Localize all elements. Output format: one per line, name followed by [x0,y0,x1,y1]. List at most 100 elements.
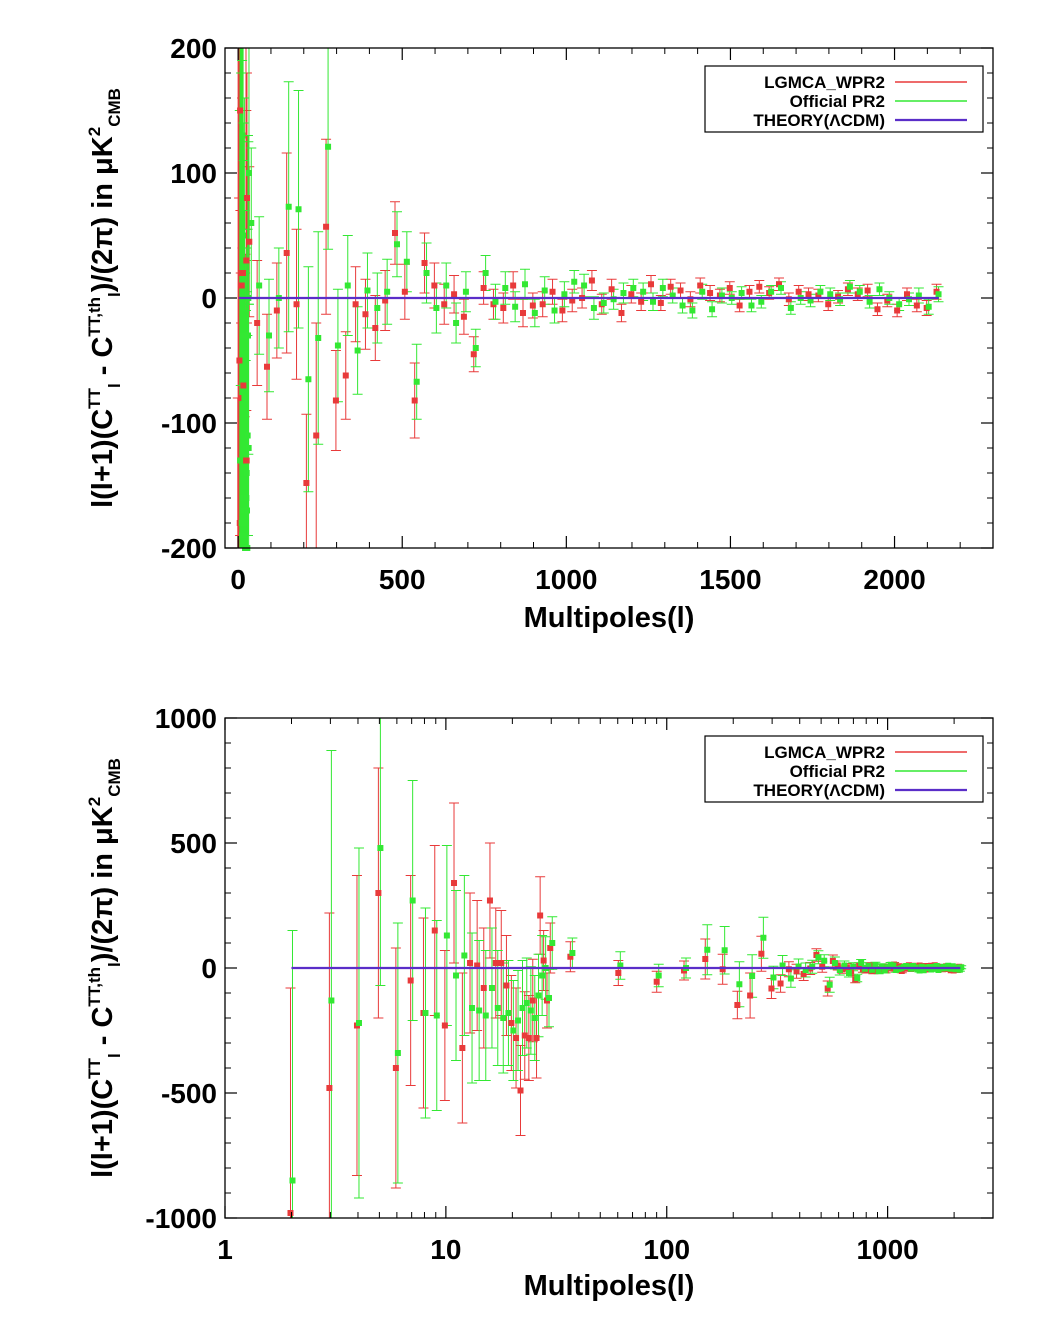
official-point [241,532,248,539]
lgmca-point [382,297,389,304]
official-point [721,947,728,954]
official-point [787,975,794,982]
official-point [768,288,775,295]
lgmca-point [628,291,635,298]
lgmca-point [539,301,546,308]
official-point [248,220,255,226]
official-point [469,1005,476,1011]
y-tick-label: -500 [161,1078,217,1109]
official-point [569,950,576,956]
official-point [826,981,833,988]
official-point [443,932,450,939]
official-point [935,291,942,298]
official-point [878,963,885,970]
official-point [505,1010,512,1016]
lgmca-point [736,302,743,309]
lgmca-point [653,978,660,985]
y-axis-title: l(l+1)(CTTl - CTT,thl)/(2π) in μK2CMB [85,758,124,1178]
official-point [443,282,450,289]
official-point [492,298,499,305]
official-point [494,1005,501,1011]
lgmca-point [474,962,481,969]
lgmca-point [519,310,526,316]
legend-label: THEORY(ΛCDM) [753,111,885,130]
official-point [659,285,666,291]
lgmca-point [547,945,554,951]
lgmca-point [391,230,398,236]
y-tick-label: -200 [161,533,217,564]
x-tick-label: 2000 [863,564,925,595]
official-point [925,303,932,310]
official-point [787,305,794,311]
lgmca-point [734,1002,741,1008]
official-point [546,995,553,1001]
x-tick-label: 1000 [856,1234,918,1265]
official-point [433,1012,440,1019]
lgmca-point [588,277,595,284]
lgmca-point [647,281,654,288]
x-tick-label: 10 [430,1234,461,1265]
points-layer [287,845,965,1216]
official-point [285,203,292,210]
official-point [841,962,848,969]
official-point [876,286,883,293]
official-point [551,307,558,314]
lgmca-point [492,960,499,966]
lgmca-point [825,301,832,308]
legend-label: LGMCA_WPR2 [764,73,885,92]
lgmca-point [508,1020,515,1026]
official-point [433,305,440,311]
lgmca-point [486,897,493,904]
official-point [958,964,965,971]
official-point [243,495,250,501]
lgmca-point [246,238,253,245]
official-point [561,291,568,298]
official-point [265,332,272,339]
lgmca-point [293,301,300,308]
official-point [413,378,420,385]
lgmca-point [697,282,704,289]
lgmca-point [431,927,438,934]
lgmca-point [726,285,733,291]
official-point [384,288,391,295]
official-point [243,470,250,476]
official-point [836,967,843,973]
lgmca-point [362,311,369,318]
lgmca-point [411,397,418,404]
lgmca-point [263,363,270,370]
official-point [617,962,624,969]
lgmca-point [498,960,505,966]
lgmca-point [815,292,822,299]
lgmca-point [342,372,349,379]
y-tick-label: -100 [161,408,217,439]
lgmca-point [517,1087,524,1094]
official-point [244,332,251,339]
official-point [669,292,676,299]
official-point [244,507,251,514]
lgmca-point [618,310,625,316]
lgmca-point [874,306,881,313]
official-point [295,206,302,213]
y-axis-title: l(l+1)(CTTl - CTT,thl)/(2π) in μK2CMB [85,88,124,508]
official-point [709,306,716,313]
official-point [476,1007,483,1014]
x-tick-label: 1500 [699,564,761,595]
official-point [512,303,519,310]
lgmca-point [549,288,556,295]
lgmca-point [777,980,784,987]
lgmca-point [480,285,487,291]
official-point [649,298,656,305]
lgmca-point [702,956,709,962]
official-point [245,445,252,451]
lgmca-point [407,977,414,984]
official-point [354,347,361,354]
lgmca-point [785,296,792,303]
official-point [831,960,838,966]
lgmca-point [529,997,536,1004]
official-point [241,395,248,401]
official-point [409,897,416,904]
points-layer [236,107,942,551]
official-point [240,232,247,239]
y-tick-label: -1000 [145,1203,217,1234]
official-point [334,342,341,349]
